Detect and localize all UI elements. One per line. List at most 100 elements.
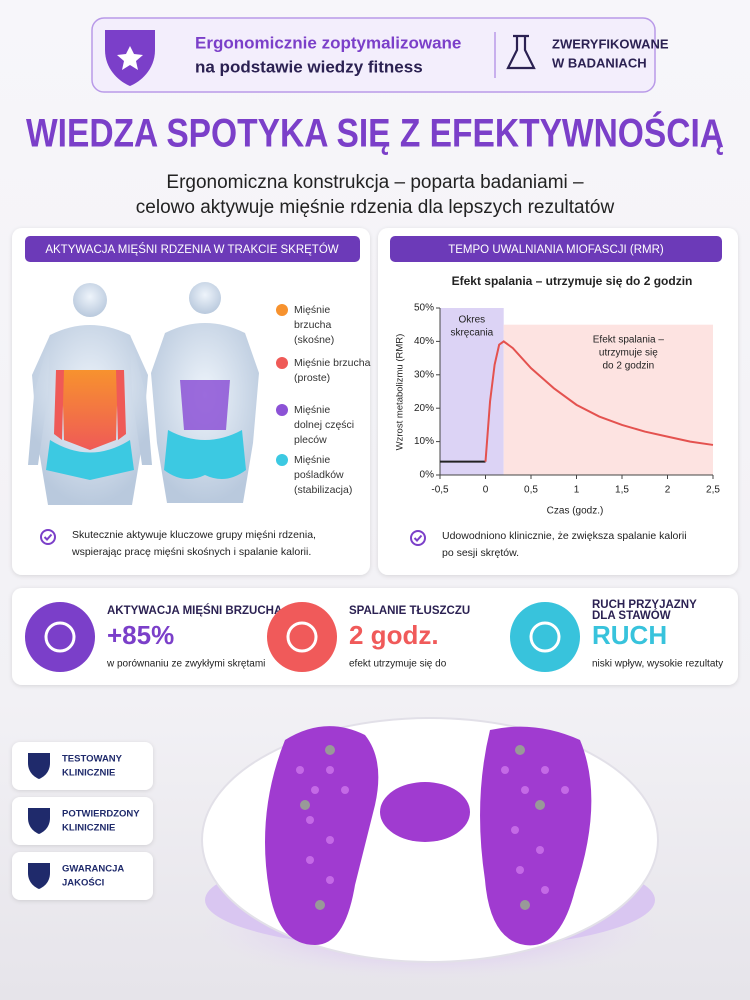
stat-value: RUCH [592,620,667,650]
badge-icon [28,753,50,779]
badge-text: JAKOŚCI [62,877,104,889]
legend-text: pośladków [294,469,344,481]
y-tick-label: 50% [414,303,434,314]
card-title: AKTYWACJA MIĘŚNI RDZENIA W TRAKCIE SKRĘT… [45,243,338,256]
y-tick-label: 0% [420,470,435,481]
legend-dot [276,304,288,316]
legend-text: Mięśnie [294,404,330,416]
annotation: skręcania [450,328,493,339]
stat-text: w porównaniu ze zwykłymi skrętami [106,659,265,670]
check-icon [40,529,56,545]
legend-text: (skośne) [294,334,334,346]
y-tick-label: 10% [414,436,434,447]
stat-icon [510,602,580,672]
flask-icon [506,34,536,70]
stat-title: SPALANIE TŁUSZCZU [349,605,470,617]
subtitle: celowo aktywuje mięśnie rdzenia dla leps… [136,197,615,218]
foot-plate [480,726,592,946]
card-note: Skutecznie aktywuje kluczowe grupy mięśn… [72,529,316,541]
stat-title: DLA STAWÓW [592,609,671,622]
shaded-region [440,308,504,475]
card-header [390,236,722,262]
legend-text: dolnej części [294,419,354,431]
x-tick-label: 0,5 [524,485,538,496]
x-tick-label: 0 [483,485,489,496]
x-tick-label: 2,5 [706,485,720,496]
annotation: Efekt spalania – [593,334,665,345]
rmr-card: TEMPO UWALNIANIA MIOFASCJI (RMR) Efekt s… [378,228,738,575]
badge-text: KLINICZNIE [62,768,115,779]
card-header [25,236,360,262]
stats: AKTYWACJA MIĘŚNI BRZUCHA +85% w porównaniu… [25,599,723,672]
foot-plate [265,726,379,945]
x-axis-label: Czas (godz.) [547,506,604,517]
x-tick-label: 2 [665,485,671,496]
legend-text: (stabilizacja) [294,484,352,496]
card-title: TEMPO UWALNIANIA MIOFASCJI (RMR) [448,244,664,256]
y-tick-label: 30% [414,369,434,380]
check-icon [410,530,426,546]
star-icon [117,46,143,70]
annotation: utrzymuje się [599,347,658,358]
muscle-legend: Mięśnie brzucha (skośne) Mięśnie brzucha (pr… [276,304,371,496]
card-note: po sesji skrętów. [442,547,519,559]
stat-value: 2 godz. [349,620,439,650]
stat-icon-inner [529,621,561,653]
stat-icon-inner [286,621,318,653]
check-mark [43,533,53,541]
check-mark [413,534,423,542]
banner-line: na podstawie wiedzy fitness [195,57,423,76]
badge-icon [28,808,50,834]
legend-text: pleców [294,434,327,446]
center-knob [380,782,470,842]
stat-icon [25,602,95,672]
legend-text: brzucha [294,319,332,331]
badge-text: TESTOWANY [62,754,123,765]
badge-icon [28,863,50,889]
verified-line: ZWERYFIKOWANE [552,36,669,51]
legend-text: Mięśnie brzucha [294,357,371,369]
chart-title: Efekt spalania – utrzymuje się do 2 godz… [452,274,693,288]
y-tick-label: 40% [414,336,434,347]
badge-text: GWARANCJA [62,864,124,875]
card-note: wspierając pracę mięśni skośnych i spala… [71,546,311,558]
legend-text: Mięśnie [294,304,330,316]
annotation: do 2 godzin [602,360,654,371]
banner: Ergonomicznie zoptymalizowane na podstaw… [91,17,669,93]
subtitle: Ergonomiczna konstrukcja – poparta badan… [166,172,584,193]
x-tick-label: 1 [574,485,580,496]
stat-title: RUCH PRZYJAZNY [592,599,697,611]
stat-text: efekt utrzymuje się do [349,659,447,670]
badge-text: POTWIERDZONY [62,809,140,820]
stat-icon [267,602,337,672]
stat-text: niski wpływ, wysokie rezultaty [592,659,723,670]
front-figure [28,283,152,505]
badges: TESTOWANY KLINICZNIE POTWIERDZONY KLINICZNI… [12,742,153,900]
stat-title: AKTYWACJA MIĘŚNI BRZUCHA [107,604,282,617]
magnets [300,745,545,910]
headline: WIEDZA SPOTYKA SIĘ Z EFEKTYWNOŚCIĄ [26,110,724,156]
verified-line: W BADANIACH [552,55,647,70]
data-line [484,340,714,462]
muscle-card: AKTYWACJA MIĘŚNI RDZENIA W TRAKCIE SKRĘT… [12,228,371,575]
shaded-region [503,324,713,475]
y-axis-label: Wzrost metabolizmu (RMR) [395,334,406,451]
x-tick-label: -0,5 [431,485,449,496]
badge-text: KLINICZNIE [62,823,115,834]
legend-dot [276,454,288,466]
stat-icon-inner [44,621,76,653]
annotation: Okres [459,315,486,326]
legend-dot [276,404,288,416]
y-tick-label: 20% [414,403,434,414]
stat-value: +85% [107,620,174,650]
banner-line: Ergonomicznie zoptymalizowane [195,33,461,52]
legend-text: Mięśnie [294,454,330,466]
x-tick-label: 1,5 [615,485,629,496]
product-image [200,717,660,980]
back-figure [151,282,259,503]
legend-text: (proste) [294,372,330,384]
card-note: Udowodniono klinicznie, że zwiększa spal… [442,530,687,542]
legend-dot [276,357,288,369]
